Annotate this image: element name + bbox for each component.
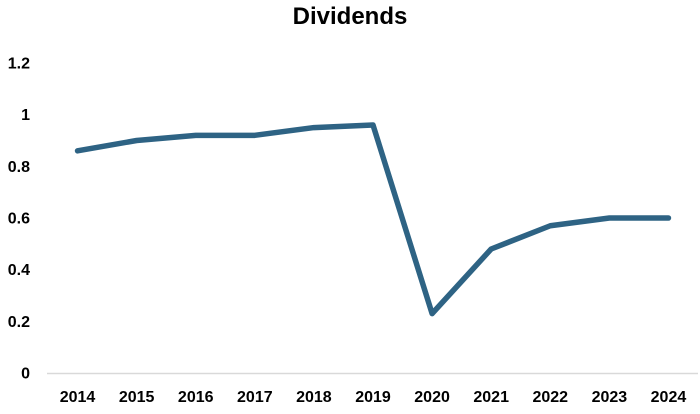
x-tick-label: 2024 xyxy=(651,389,687,406)
y-tick-label: 0.2 xyxy=(8,314,30,331)
dividends-line-series xyxy=(74,122,672,317)
x-tick-label: 2020 xyxy=(414,389,450,406)
x-tick-label: 2014 xyxy=(60,389,96,406)
x-tick-label: 2019 xyxy=(355,389,391,406)
y-tick-label: 1 xyxy=(21,107,30,124)
y-tick-label: 0.8 xyxy=(8,159,30,176)
x-tick-label: 2015 xyxy=(119,389,155,406)
y-axis-tick-labels: 0 0.2 0.4 0.6 0.8 1 1.2 xyxy=(8,56,30,383)
x-tick-label: 2021 xyxy=(473,389,509,406)
x-axis-tick-labels: 2014 2015 2016 2017 2018 2019 2020 2021 2022 2023… xyxy=(60,389,687,406)
x-tick-label: 2016 xyxy=(178,389,214,406)
y-tick-label: 0.4 xyxy=(8,262,30,279)
x-tick-label: 2023 xyxy=(592,389,628,406)
y-tick-label: 0.6 xyxy=(8,211,30,228)
x-tick-label: 2022 xyxy=(532,389,568,406)
y-tick-label: 1.2 xyxy=(8,56,30,73)
x-tick-label: 2017 xyxy=(237,389,273,406)
y-tick-label: 0 xyxy=(21,366,30,383)
chart-title: Dividends xyxy=(292,3,408,30)
x-tick-label: 2018 xyxy=(296,389,332,406)
